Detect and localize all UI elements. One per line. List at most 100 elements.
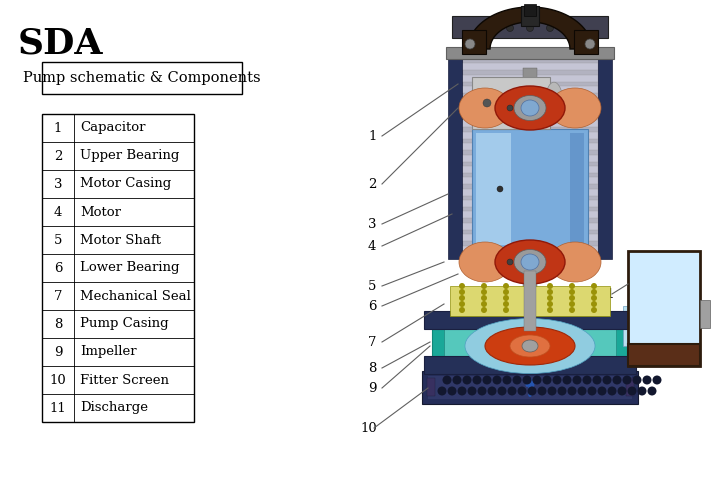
Circle shape <box>653 375 661 385</box>
Circle shape <box>528 387 537 396</box>
Circle shape <box>591 301 597 307</box>
Text: Upper Bearing: Upper Bearing <box>80 150 179 162</box>
Circle shape <box>525 295 531 301</box>
Circle shape <box>547 387 557 396</box>
Ellipse shape <box>549 88 601 128</box>
Bar <box>524 271 536 331</box>
Text: Mechanical Seal: Mechanical Seal <box>80 289 191 302</box>
Circle shape <box>603 375 611 385</box>
Bar <box>42 114 194 422</box>
Bar <box>523 68 537 309</box>
Circle shape <box>513 375 521 385</box>
Circle shape <box>547 283 553 289</box>
Circle shape <box>459 283 465 289</box>
Circle shape <box>525 307 531 313</box>
Circle shape <box>502 375 512 385</box>
Ellipse shape <box>495 86 565 130</box>
Circle shape <box>585 39 595 49</box>
Circle shape <box>547 295 553 301</box>
Circle shape <box>459 301 465 307</box>
Circle shape <box>503 301 509 307</box>
Ellipse shape <box>514 95 546 120</box>
Bar <box>638 304 660 344</box>
Circle shape <box>569 283 575 289</box>
Circle shape <box>459 289 465 295</box>
Circle shape <box>566 25 574 31</box>
Circle shape <box>525 301 531 307</box>
Circle shape <box>632 375 642 385</box>
Text: 9: 9 <box>368 382 377 395</box>
Text: Fitter Screen: Fitter Screen <box>80 373 169 387</box>
Circle shape <box>643 375 651 385</box>
Bar <box>626 378 634 396</box>
Circle shape <box>613 375 621 385</box>
Bar <box>462 155 598 161</box>
Bar <box>462 75 598 82</box>
Bar <box>422 371 638 404</box>
Ellipse shape <box>485 327 575 365</box>
Ellipse shape <box>545 82 563 124</box>
Text: 7: 7 <box>54 289 62 302</box>
Circle shape <box>497 186 503 192</box>
Text: Impeller: Impeller <box>80 346 136 358</box>
Bar <box>42 62 242 94</box>
Circle shape <box>459 307 465 313</box>
Text: 5: 5 <box>368 280 376 292</box>
Circle shape <box>569 289 575 295</box>
Text: Motor Shaft: Motor Shaft <box>80 233 161 246</box>
Circle shape <box>507 25 513 31</box>
Text: Motor: Motor <box>80 206 121 219</box>
Circle shape <box>525 289 531 295</box>
Bar <box>524 4 536 16</box>
Bar <box>628 344 700 366</box>
Circle shape <box>473 375 481 385</box>
Circle shape <box>547 289 553 295</box>
Circle shape <box>481 307 487 313</box>
Circle shape <box>459 295 465 301</box>
Circle shape <box>487 387 497 396</box>
Circle shape <box>582 375 592 385</box>
Text: 9: 9 <box>54 346 62 358</box>
Circle shape <box>481 289 487 295</box>
Circle shape <box>452 375 462 385</box>
Circle shape <box>438 387 446 396</box>
Circle shape <box>577 387 587 396</box>
Circle shape <box>627 387 637 396</box>
Text: 10: 10 <box>360 421 377 434</box>
Circle shape <box>569 307 575 313</box>
Circle shape <box>558 387 566 396</box>
Circle shape <box>547 307 553 313</box>
Circle shape <box>503 295 509 301</box>
Polygon shape <box>468 7 592 49</box>
Circle shape <box>568 387 576 396</box>
Bar <box>432 319 628 366</box>
Circle shape <box>503 289 509 295</box>
Bar <box>462 143 598 150</box>
Text: Motor Casing: Motor Casing <box>80 177 171 191</box>
Circle shape <box>457 387 467 396</box>
Bar <box>598 59 612 259</box>
Bar <box>462 177 598 184</box>
Circle shape <box>443 375 452 385</box>
Bar <box>574 30 598 54</box>
Bar <box>428 376 632 399</box>
Text: Pump Casing: Pump Casing <box>80 318 168 331</box>
Bar <box>462 234 598 241</box>
Circle shape <box>481 295 487 301</box>
Circle shape <box>483 99 491 107</box>
Circle shape <box>637 387 646 396</box>
Circle shape <box>591 295 597 301</box>
Circle shape <box>597 387 606 396</box>
Bar <box>462 98 598 104</box>
Text: 1: 1 <box>368 130 376 143</box>
Circle shape <box>537 387 547 396</box>
Circle shape <box>552 375 561 385</box>
Bar <box>462 132 598 139</box>
Text: 2: 2 <box>368 177 376 191</box>
Bar <box>462 59 598 269</box>
Text: SDA: SDA <box>18 26 104 60</box>
Circle shape <box>547 301 553 307</box>
Text: 7: 7 <box>368 336 377 348</box>
Circle shape <box>507 387 516 396</box>
Text: 11: 11 <box>49 402 66 414</box>
